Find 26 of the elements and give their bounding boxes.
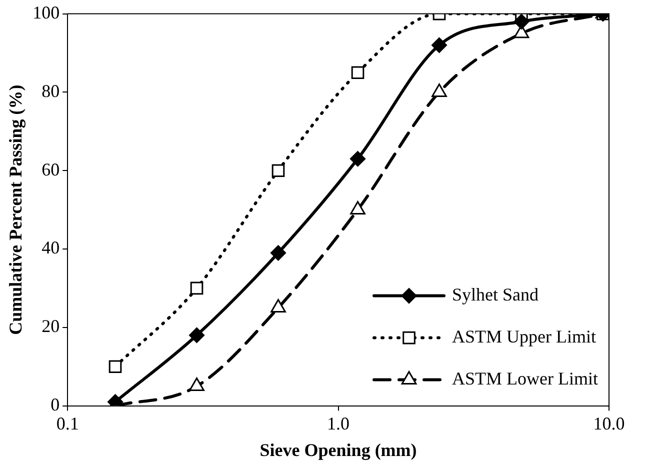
y-tick-label: 0 xyxy=(50,394,60,415)
point xyxy=(432,37,447,53)
point xyxy=(350,151,366,167)
point xyxy=(514,14,530,30)
point xyxy=(190,282,204,295)
point xyxy=(272,164,285,178)
y-tick-label: 20 xyxy=(42,316,60,336)
legend-label: ASTM Lower Limit xyxy=(452,368,598,389)
point xyxy=(350,201,366,215)
point xyxy=(351,66,364,80)
y-tick-label: 100 xyxy=(32,2,60,23)
point xyxy=(189,327,205,343)
x-tick-label: 10.0 xyxy=(593,413,625,434)
legend-label: ASTM Upper Limit xyxy=(452,326,596,347)
x-axis-title: Sieve Opening (mm) xyxy=(260,440,417,460)
point xyxy=(270,299,286,313)
y-tick-label: 80 xyxy=(42,80,60,101)
y-tick-label: 60 xyxy=(42,159,60,180)
x-tick-label: 1.0 xyxy=(327,413,350,434)
x-tick-label: 0.1 xyxy=(56,413,79,434)
y-tick-label: 40 xyxy=(42,238,60,258)
point xyxy=(189,377,204,391)
point xyxy=(270,245,286,261)
legend-label: Sylhet Sand xyxy=(452,284,539,305)
point xyxy=(108,360,122,374)
y-axis-title: Cumulative Percent Passing (%) xyxy=(5,84,26,335)
